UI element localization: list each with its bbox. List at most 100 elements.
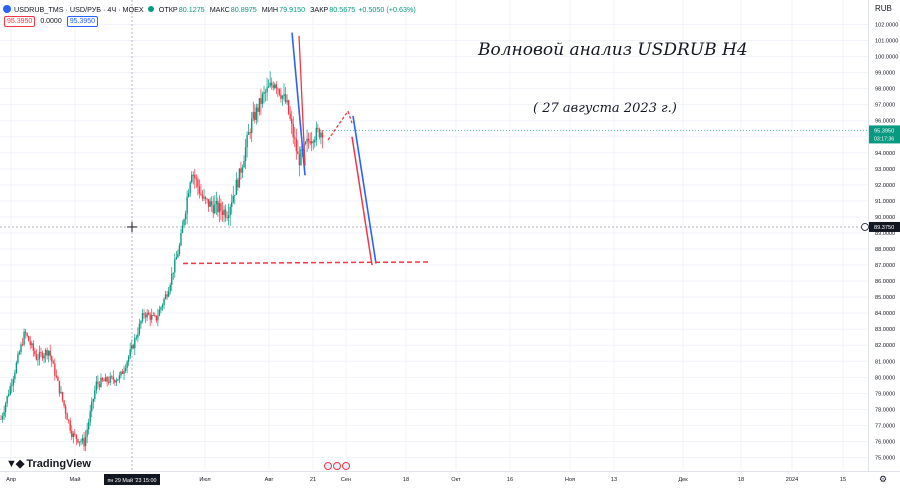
price-tick-label: 79.0000	[875, 391, 895, 397]
candle-body	[127, 356, 130, 362]
candle-body	[120, 371, 122, 376]
candle-body	[63, 400, 65, 406]
candle-body	[121, 371, 124, 374]
tradingview-logo[interactable]: ▼◆ TradingView	[6, 457, 91, 471]
candle-body	[7, 394, 10, 397]
candle-body	[224, 209, 227, 218]
time-tick-label: 18	[403, 477, 409, 483]
candle-body	[75, 434, 78, 439]
candle-body	[80, 441, 82, 443]
time-tick-label: Окт	[451, 477, 461, 483]
crosshair-price-label: 89.3750	[874, 225, 894, 231]
crosshair	[0, 0, 868, 471]
candle-body	[135, 337, 138, 339]
candle-body	[191, 175, 193, 183]
candle-body	[315, 127, 318, 140]
candle-body	[46, 349, 48, 356]
candle-body	[244, 147, 247, 161]
candle-body	[58, 380, 61, 394]
price-tick-label: 78.0000	[875, 407, 895, 413]
candle-body	[47, 350, 50, 356]
candle-body	[161, 304, 164, 308]
candle-body	[221, 210, 224, 215]
wave-line-red-dashed[interactable]	[327, 110, 349, 141]
candle-body	[1, 415, 4, 420]
candle-body	[240, 168, 242, 173]
candle-body	[272, 85, 274, 88]
candle-body	[154, 315, 156, 316]
candle-body	[134, 338, 136, 349]
candle-body	[286, 100, 288, 103]
wave-line-red[interactable]	[351, 136, 373, 266]
settings-gear-icon[interactable]: ⚙	[879, 474, 888, 484]
sell-button[interactable]: 95.3950	[4, 16, 36, 27]
event-flag-icon[interactable]	[342, 462, 350, 470]
time-axis[interactable]: Апр Май Июл Авг 21 Сен 18 Окт 16 Ноя 13 Дек 18 2024 15	[6, 476, 846, 483]
candle-body	[149, 314, 151, 320]
candle-body	[95, 381, 98, 391]
candle-body	[304, 142, 307, 144]
candle-body	[17, 354, 19, 363]
candle-body	[287, 100, 290, 114]
currency-label[interactable]: RUB	[875, 4, 892, 13]
analysis-date[interactable]: ( 27 августа 2023 г.)	[533, 101, 677, 116]
candle-body	[231, 202, 233, 207]
candle-body	[72, 433, 74, 437]
candle-body	[104, 377, 107, 382]
candle-body	[49, 350, 51, 357]
candle-body	[74, 433, 76, 435]
symbol-title[interactable]: USDRUB_TMS · USD/РУБ · 4Ч · MOEX	[14, 4, 144, 14]
candle-body	[132, 345, 134, 349]
candle-body	[115, 380, 118, 383]
candle-body	[69, 420, 71, 431]
open-label: ОТКР	[158, 4, 178, 14]
candle-body	[78, 441, 81, 443]
candle-body	[129, 349, 131, 357]
candle-body	[189, 182, 191, 194]
candle-body	[167, 291, 170, 297]
add-alert-icon[interactable]	[861, 223, 869, 231]
candle-body	[117, 379, 119, 381]
candle-body	[71, 430, 73, 437]
candle-body	[89, 411, 91, 423]
wave-line-red[interactable]	[298, 35, 306, 166]
target-level-line[interactable]	[182, 261, 432, 265]
time-tick-label: 16	[507, 477, 513, 483]
candle-body	[318, 129, 321, 138]
candle-body	[195, 178, 198, 180]
price-tick-label: 80.0000	[875, 375, 895, 381]
candle-body	[32, 343, 34, 351]
wave-drawings[interactable]	[182, 32, 432, 266]
candle-body	[12, 379, 15, 386]
candle-body	[235, 179, 238, 195]
price-tick-label: 96.0000	[875, 119, 895, 125]
candle-body	[143, 313, 145, 315]
candle-body	[269, 82, 271, 87]
candle-body	[192, 174, 194, 176]
candles[interactable]	[0, 71, 324, 452]
event-flag-icon[interactable]	[324, 462, 332, 470]
candle-body	[40, 352, 42, 354]
candle-body	[27, 336, 30, 342]
wave-line-red-dashed[interactable]	[347, 110, 353, 124]
candle-body	[137, 333, 139, 338]
candle-body	[257, 107, 259, 112]
candle-body	[261, 93, 264, 104]
candle-body	[3, 411, 5, 416]
candle-body	[297, 151, 299, 155]
candle-body	[226, 217, 228, 219]
candle-body	[60, 392, 62, 394]
wave-line-blue[interactable]	[291, 32, 306, 176]
candle-body	[97, 381, 99, 384]
candle-body	[21, 344, 24, 346]
event-flag-icon[interactable]	[333, 462, 341, 470]
price-axis[interactable]: 102.0000 101.0000 100.0000 99.0000 98.0000 97…	[875, 23, 898, 462]
candle-body	[44, 349, 47, 356]
candle-body	[171, 273, 173, 285]
analysis-title[interactable]: Волновой анализ USDRUB H4	[478, 40, 748, 60]
buy-button[interactable]: 95.3950	[66, 16, 99, 27]
open-value: 80.1275	[178, 4, 205, 14]
wave-line-blue[interactable]	[352, 115, 377, 264]
candle-body	[180, 233, 182, 246]
